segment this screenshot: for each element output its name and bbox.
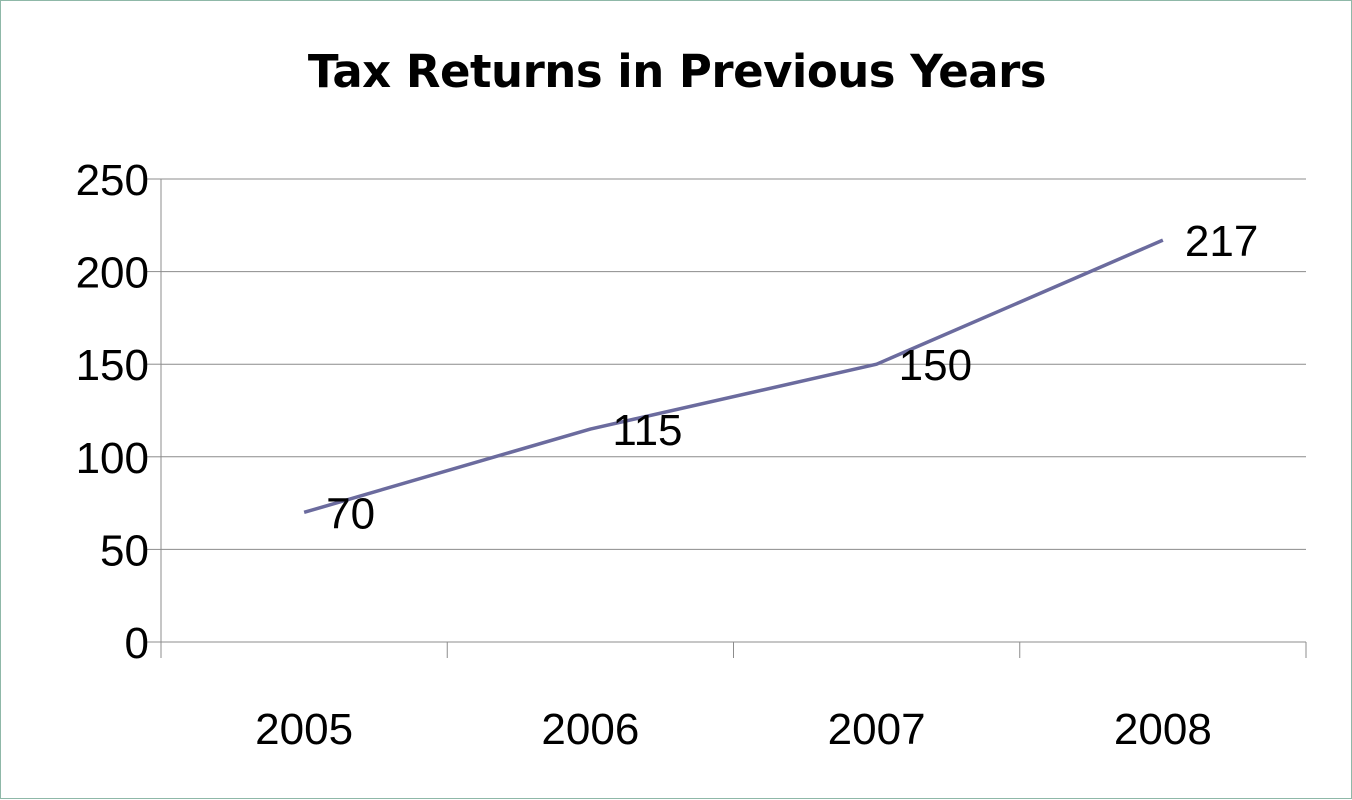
data-label: 217 (1185, 217, 1258, 266)
x-tick-label: 2008 (1114, 705, 1212, 754)
x-tick-label: 2005 (255, 705, 353, 754)
data-label: 70 (326, 489, 375, 538)
y-tick-label: 50 (100, 526, 149, 575)
axes (147, 178, 1307, 658)
y-tick-label: 0 (125, 619, 149, 668)
x-tick-label: 2006 (541, 705, 639, 754)
x-tick-labels: 2005 2006 2007 2008 (255, 705, 1212, 754)
y-tick-label: 150 (76, 341, 149, 390)
data-label: 150 (899, 341, 972, 390)
y-tick-label: 100 (76, 434, 149, 483)
y-tick-label: 200 (76, 249, 149, 298)
data-labels: 70 115 150 217 (326, 217, 1258, 538)
data-label: 115 (612, 406, 682, 455)
y-tick-labels: 0 50 100 150 200 250 (76, 156, 149, 668)
series-line (303, 238, 1164, 515)
y-tick-label: 250 (76, 156, 149, 205)
gridlines (161, 178, 1306, 550)
x-tick-label: 2007 (828, 705, 926, 754)
series-group (303, 238, 1164, 515)
chart-title: Tax Returns in Previous Years (307, 45, 1047, 98)
